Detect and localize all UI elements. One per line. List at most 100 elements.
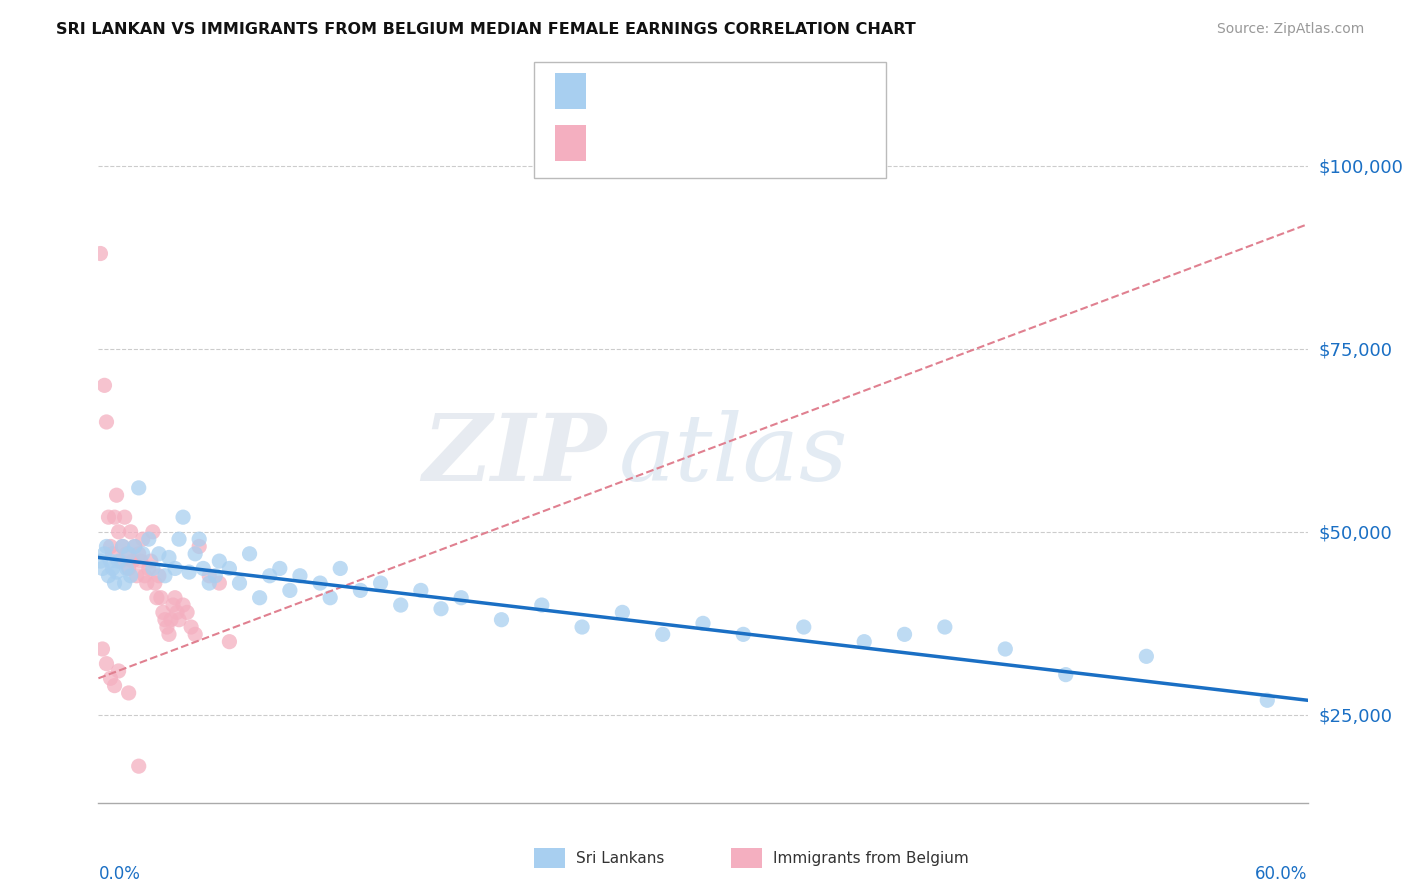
Point bbox=[204, 568, 226, 582]
Text: atlas: atlas bbox=[619, 410, 848, 500]
Point bbox=[571, 620, 593, 634]
Text: ZIP: ZIP bbox=[422, 410, 606, 500]
Point bbox=[101, 547, 124, 561]
Point bbox=[530, 598, 553, 612]
Point bbox=[1054, 667, 1077, 681]
Point bbox=[370, 576, 392, 591]
Point bbox=[89, 246, 111, 260]
Point bbox=[120, 568, 142, 582]
Text: R = -0.414   N = 65: R = -0.414 N = 65 bbox=[600, 82, 790, 100]
Point bbox=[184, 627, 207, 641]
Point bbox=[114, 576, 136, 591]
Point bbox=[176, 606, 198, 620]
Point bbox=[163, 561, 186, 575]
Point bbox=[124, 540, 146, 554]
Point bbox=[249, 591, 271, 605]
Point bbox=[491, 613, 513, 627]
Point bbox=[208, 576, 231, 591]
Point bbox=[218, 634, 240, 648]
Point bbox=[91, 642, 114, 657]
Point bbox=[156, 620, 179, 634]
Text: SRI LANKAN VS IMMIGRANTS FROM BELGIUM MEDIAN FEMALE EARNINGS CORRELATION CHART: SRI LANKAN VS IMMIGRANTS FROM BELGIUM ME… bbox=[56, 22, 915, 37]
Point bbox=[172, 598, 194, 612]
Point bbox=[115, 561, 138, 575]
Point bbox=[1135, 649, 1157, 664]
Point bbox=[134, 568, 156, 582]
Point bbox=[128, 759, 150, 773]
Point bbox=[143, 576, 166, 591]
Point bbox=[167, 613, 190, 627]
Point bbox=[100, 540, 122, 554]
Point bbox=[97, 568, 120, 582]
Point bbox=[208, 554, 231, 568]
Point bbox=[1256, 693, 1278, 707]
Point bbox=[132, 547, 155, 561]
Point bbox=[93, 378, 115, 392]
Point bbox=[160, 613, 183, 627]
Point bbox=[430, 601, 453, 615]
Point bbox=[188, 540, 211, 554]
Point bbox=[105, 488, 128, 502]
Point bbox=[162, 598, 184, 612]
Point bbox=[389, 598, 412, 612]
Point bbox=[853, 634, 876, 648]
Point bbox=[132, 532, 155, 546]
Point bbox=[138, 532, 160, 546]
Text: 0.0%: 0.0% bbox=[98, 865, 141, 883]
Point bbox=[118, 547, 141, 561]
Point bbox=[100, 671, 122, 685]
Point bbox=[93, 547, 115, 561]
Point bbox=[96, 415, 118, 429]
Point bbox=[157, 550, 180, 565]
Point bbox=[100, 554, 122, 568]
Point bbox=[139, 554, 162, 568]
Point bbox=[239, 547, 262, 561]
Point bbox=[103, 576, 125, 591]
Point bbox=[124, 540, 146, 554]
Point bbox=[153, 613, 176, 627]
Point bbox=[128, 547, 150, 561]
Point bbox=[228, 576, 250, 591]
Point bbox=[148, 547, 170, 561]
Point bbox=[121, 554, 143, 568]
Point bbox=[101, 561, 124, 575]
Point bbox=[125, 568, 148, 582]
Point bbox=[198, 568, 221, 582]
Point bbox=[142, 561, 165, 575]
Point bbox=[179, 565, 201, 579]
Point bbox=[153, 568, 176, 582]
Point bbox=[103, 510, 125, 524]
Point bbox=[184, 547, 207, 561]
Point bbox=[96, 657, 118, 671]
Point bbox=[146, 591, 169, 605]
Point bbox=[114, 510, 136, 524]
Point bbox=[288, 568, 311, 582]
Point bbox=[278, 583, 301, 598]
Point bbox=[409, 583, 432, 598]
Point bbox=[96, 540, 118, 554]
Text: Immigrants from Belgium: Immigrants from Belgium bbox=[773, 851, 969, 865]
Point bbox=[129, 554, 152, 568]
Point bbox=[167, 532, 190, 546]
Point bbox=[193, 561, 215, 575]
Point bbox=[450, 591, 472, 605]
Point bbox=[188, 532, 211, 546]
Point bbox=[142, 524, 165, 539]
Point bbox=[111, 540, 134, 554]
Point bbox=[107, 524, 129, 539]
Point bbox=[612, 606, 634, 620]
Point bbox=[152, 606, 174, 620]
Point bbox=[97, 510, 120, 524]
Point bbox=[329, 561, 352, 575]
Point bbox=[692, 616, 714, 631]
Point bbox=[149, 591, 172, 605]
Text: R =  0.074   N = 55: R = 0.074 N = 55 bbox=[600, 134, 790, 153]
Point bbox=[128, 481, 150, 495]
Point bbox=[259, 568, 281, 582]
Point bbox=[91, 561, 114, 575]
Point bbox=[107, 664, 129, 678]
Point bbox=[793, 620, 815, 634]
Point bbox=[994, 642, 1017, 657]
Point bbox=[118, 686, 141, 700]
Point bbox=[893, 627, 915, 641]
